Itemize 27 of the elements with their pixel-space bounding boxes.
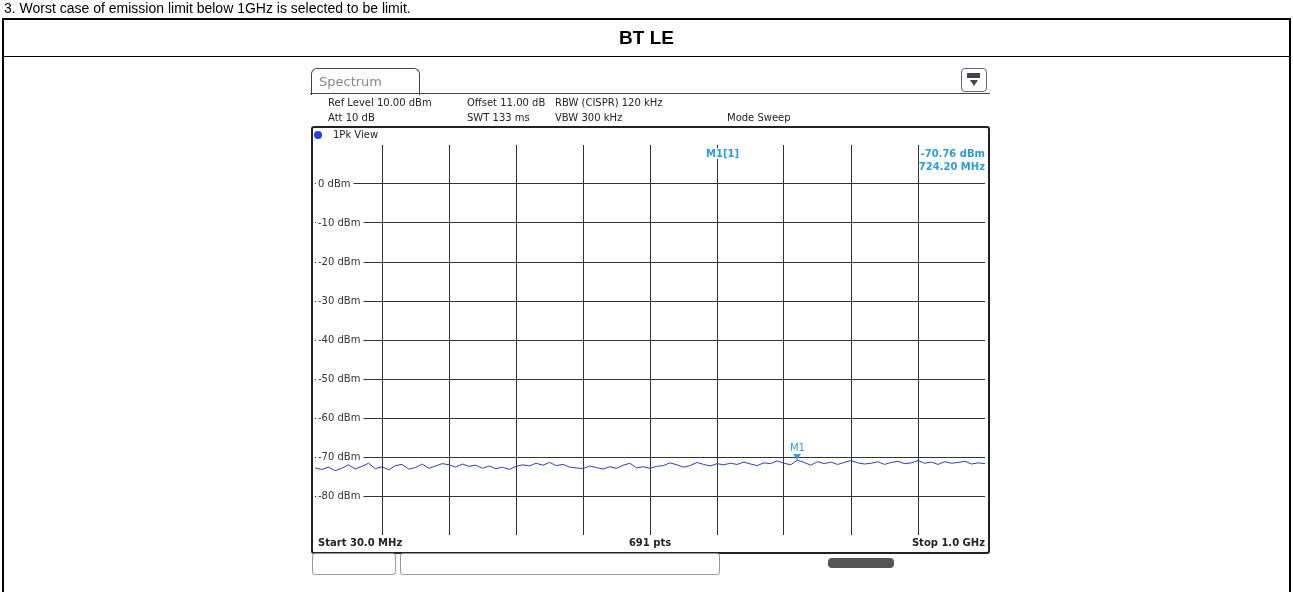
y-tick-label: -30 dBm: [318, 294, 361, 306]
annotation: 724.20 MHz: [918, 161, 985, 172]
y-tick-label: -50 dBm: [318, 372, 361, 384]
annotation: -70.76 dBm: [920, 148, 985, 159]
annotation: M1: [789, 441, 805, 453]
text: Mode Sweep: [727, 112, 791, 123]
text: Stop 1.0 GHz: [911, 537, 985, 548]
text: 1Pk View: [332, 129, 379, 140]
text: VBW 300 kHz: [555, 112, 623, 123]
y-tick-label: 0 dBm: [318, 177, 351, 189]
y-tick-label: -40 dBm: [318, 333, 361, 345]
text: Att 10 dB: [328, 112, 375, 123]
text: 3. Worst case of emission limit below 1GHz is selected to be limit.: [4, 0, 411, 16]
y-tick-label: -10 dBm: [318, 216, 361, 228]
annotation: M1[1]: [706, 148, 740, 159]
y-tick-label: -70 dBm: [318, 450, 361, 462]
text: Start 30.0 MHz: [318, 537, 403, 548]
text: Offset 11.00 dB: [467, 97, 546, 108]
text: RBW (CISPR) 120 kHz: [555, 97, 663, 108]
text: Spectrum: [319, 74, 382, 89]
y-tick-label: -60 dBm: [318, 411, 361, 423]
text: SWT 133 ms: [467, 112, 530, 123]
y-tick-label: -20 dBm: [318, 255, 361, 267]
chart-title: BT LE: [618, 27, 675, 49]
y-tick-label: -80 dBm: [318, 489, 361, 501]
text: Ref Level 10.00 dBm: [328, 97, 432, 108]
text: 691 pts: [627, 537, 673, 548]
